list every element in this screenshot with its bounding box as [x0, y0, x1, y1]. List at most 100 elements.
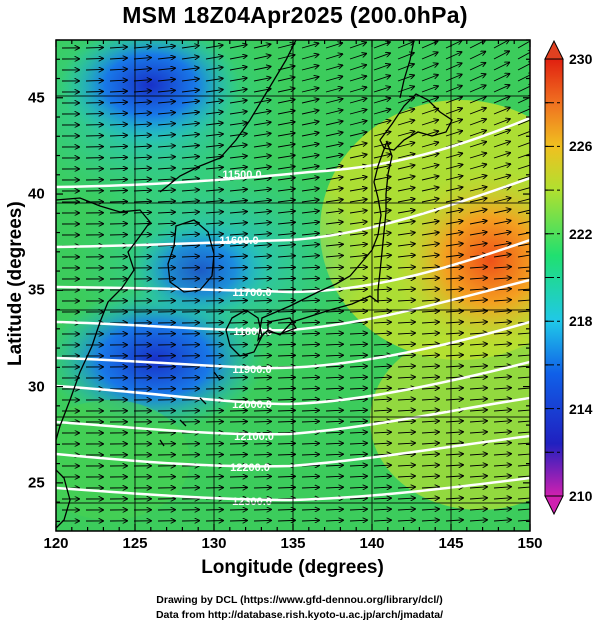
wind-vector — [277, 211, 295, 213]
wind-vector — [421, 300, 439, 301]
wind-vector — [397, 465, 415, 466]
wind-vector — [253, 156, 271, 158]
wind-vector — [253, 487, 271, 488]
wind-vector — [493, 520, 511, 521]
wind-vector — [109, 91, 127, 92]
wind-vector — [373, 476, 391, 477]
wind-vector — [445, 243, 463, 246]
wind-vector — [229, 256, 247, 257]
wind-vector — [397, 421, 415, 422]
wind-vector — [445, 131, 462, 137]
wind-vector — [421, 232, 439, 235]
wind-vector — [157, 256, 175, 257]
wind-vector — [229, 67, 247, 71]
wind-vector — [373, 333, 391, 334]
wind-vector — [421, 289, 439, 290]
wind-vector — [133, 168, 151, 169]
wind-vector — [277, 432, 295, 433]
wind-vector — [373, 278, 391, 279]
wind-vector — [517, 277, 530, 280]
wind-vector — [397, 289, 415, 290]
wind-vector — [373, 311, 391, 312]
wind-vector — [445, 421, 463, 422]
wind-vector — [325, 267, 343, 268]
wind-vector — [157, 179, 175, 180]
wind-vector — [421, 399, 439, 400]
wind-vector — [277, 155, 295, 158]
wind-vector — [277, 278, 295, 279]
wind-vector — [253, 245, 271, 246]
colorbar-tick-label: 230 — [569, 51, 593, 67]
wind-vector — [493, 232, 511, 236]
wind-vector — [373, 432, 391, 433]
colorbar — [544, 39, 564, 516]
wind-vector — [493, 85, 510, 93]
wind-vector — [445, 289, 463, 290]
wind-vector — [517, 288, 530, 291]
wind-vector — [517, 332, 530, 335]
wind-vector — [373, 388, 391, 389]
wind-vector — [301, 520, 319, 521]
wind-vector — [109, 135, 127, 136]
wind-vector — [397, 267, 415, 268]
wind-vector — [349, 210, 367, 213]
wind-vector — [397, 210, 415, 213]
wind-vector — [421, 131, 438, 137]
wind-vector — [421, 421, 439, 422]
wind-vector — [469, 278, 487, 279]
credit-drawing: Drawing by DCL (https://www.gfd-dennou.o… — [156, 594, 443, 606]
wind-vector — [445, 221, 463, 225]
wind-vector — [397, 520, 415, 521]
wind-vector — [373, 64, 390, 71]
wind-vector — [493, 209, 511, 214]
wind-vector — [397, 366, 415, 367]
wind-vector — [253, 454, 271, 455]
wind-vector — [469, 209, 487, 214]
wind-vector — [517, 186, 530, 192]
wind-vector — [397, 498, 415, 499]
wind-vector — [277, 476, 295, 477]
wind-vector — [517, 96, 530, 104]
wind-vector — [373, 53, 390, 60]
wind-vector — [325, 144, 343, 148]
wind-vector — [325, 366, 343, 367]
wind-vector — [157, 201, 175, 202]
wind-vector — [325, 88, 342, 93]
wind-vector — [421, 267, 439, 268]
wind-vector — [517, 475, 530, 478]
wind-vector — [301, 410, 319, 411]
wind-vector — [277, 222, 295, 224]
wind-vector — [349, 87, 366, 93]
wind-vector — [109, 102, 127, 103]
wind-vector — [373, 109, 390, 115]
wind-vector — [373, 520, 391, 521]
wind-vector — [325, 244, 343, 246]
wind-vector — [325, 99, 342, 104]
wind-vector — [493, 498, 511, 499]
wind-vector — [277, 443, 295, 444]
wind-vector — [421, 355, 439, 356]
wind-vector — [349, 476, 367, 477]
wind-vector — [253, 333, 271, 334]
wind-vector — [517, 508, 530, 511]
wind-vector — [397, 300, 415, 301]
wind-vector — [421, 154, 438, 159]
wind-vector — [421, 366, 439, 367]
wind-vector — [469, 176, 486, 181]
wind-vector — [517, 164, 530, 170]
wind-vector — [397, 143, 414, 148]
wind-vectors — [61, 40, 530, 521]
wind-vector — [325, 509, 343, 510]
wind-vector — [181, 212, 199, 213]
wind-vector — [517, 354, 530, 357]
shading-layer — [56, 40, 530, 531]
sakhalin-coast — [399, 40, 415, 99]
wind-vector — [349, 278, 367, 279]
wind-vector — [325, 421, 343, 422]
wind-vector — [517, 232, 530, 236]
wind-vector — [421, 333, 439, 334]
wind-vector — [493, 130, 510, 137]
wind-vector — [157, 245, 175, 246]
wind-vector — [349, 177, 367, 181]
wind-vector — [325, 476, 343, 477]
